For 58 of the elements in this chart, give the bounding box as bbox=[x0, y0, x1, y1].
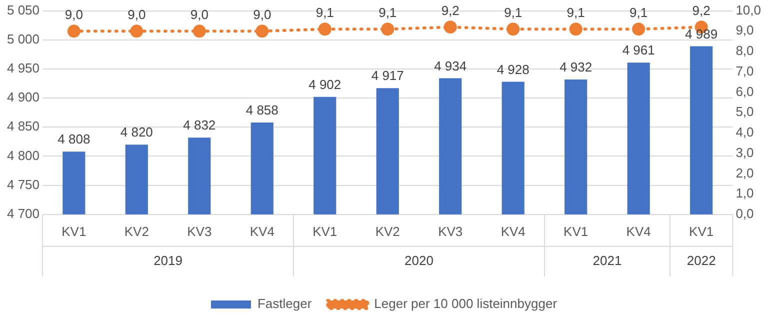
data-label: 9,0 bbox=[253, 7, 272, 22]
data-label: 9,2 bbox=[692, 3, 710, 18]
x-tick-label: KV4 bbox=[626, 224, 651, 239]
x-tick-label: KV1 bbox=[564, 224, 588, 239]
y2-tick-label: 3,0 bbox=[736, 144, 754, 160]
data-label: 4 832 bbox=[183, 118, 216, 133]
data-label: 9,0 bbox=[64, 7, 83, 22]
data-label: 4 820 bbox=[120, 124, 153, 140]
data-label: 4 932 bbox=[560, 60, 592, 75]
text: 2019 bbox=[154, 252, 182, 268]
y-tick-label: 5 050 bbox=[6, 2, 40, 18]
x-tick-label: KV3 bbox=[438, 224, 463, 239]
data-label: 4 934 bbox=[434, 58, 467, 74]
y-tick-label: 4 850 bbox=[6, 118, 40, 134]
data-label: 4 902 bbox=[308, 76, 342, 92]
y-tick-label: 4 900 bbox=[6, 90, 40, 105]
text: 2021 bbox=[592, 252, 622, 268]
y2-tick-label: 7,0 bbox=[736, 63, 754, 78]
x-tick-label: KV1 bbox=[312, 224, 338, 239]
data-label: 9,1 bbox=[378, 5, 397, 20]
x-tick-label: KV1 bbox=[62, 224, 86, 239]
y2-tick-label: 1,0 bbox=[736, 186, 754, 201]
x-tick-label: KV1 bbox=[689, 224, 714, 239]
y-tick-label: 4 950 bbox=[6, 60, 40, 76]
x-tick-label: KV4 bbox=[250, 224, 274, 239]
data-label: 4 961 bbox=[622, 42, 655, 58]
text: 2022 bbox=[686, 252, 716, 268]
y2-tick-label: 8,0 bbox=[736, 43, 754, 58]
legend-label: Fastleger bbox=[257, 296, 312, 312]
y2-tick-label: 0,0 bbox=[736, 206, 754, 221]
y2-tick-label: 5,0 bbox=[736, 104, 754, 120]
x-tick-label: KV3 bbox=[187, 224, 212, 239]
data-label: 4 989 bbox=[685, 26, 718, 42]
y-tick-label: 4 700 bbox=[6, 206, 40, 221]
data-label: 4 917 bbox=[371, 68, 404, 84]
y-tick-label: 5 000 bbox=[6, 31, 40, 46]
data-label: 9,1 bbox=[630, 5, 648, 20]
y-tick-label: 4 800 bbox=[6, 148, 40, 163]
text: 2020 bbox=[404, 252, 434, 268]
y2-tick-label: 4,0 bbox=[736, 124, 754, 140]
data-label: 4 928 bbox=[496, 62, 530, 77]
data-label: 9,0 bbox=[128, 7, 146, 22]
data-label: 9,1 bbox=[316, 5, 334, 20]
data-label: 9,1 bbox=[566, 5, 585, 20]
data-label: 4 858 bbox=[246, 102, 278, 118]
data-label: 9,0 bbox=[190, 7, 208, 22]
y2-tick-label: 9,0 bbox=[736, 22, 754, 38]
data-label: 9,1 bbox=[504, 5, 522, 20]
y2-tick-label: 6,0 bbox=[736, 84, 754, 99]
legend-label: Leger per 10 000 listeinnbygger bbox=[374, 296, 558, 312]
data-label: 4 808 bbox=[58, 132, 90, 147]
x-tick-label: KV4 bbox=[500, 224, 526, 239]
y-tick-label: 4 750 bbox=[6, 176, 40, 192]
y2-tick-label: 2,0 bbox=[736, 165, 754, 180]
y2-tick-label: 10,0 bbox=[736, 2, 762, 18]
data-label: 9,2 bbox=[441, 3, 460, 18]
x-tick-label: KV2 bbox=[375, 224, 400, 239]
x-tick-label: KV2 bbox=[124, 224, 149, 239]
